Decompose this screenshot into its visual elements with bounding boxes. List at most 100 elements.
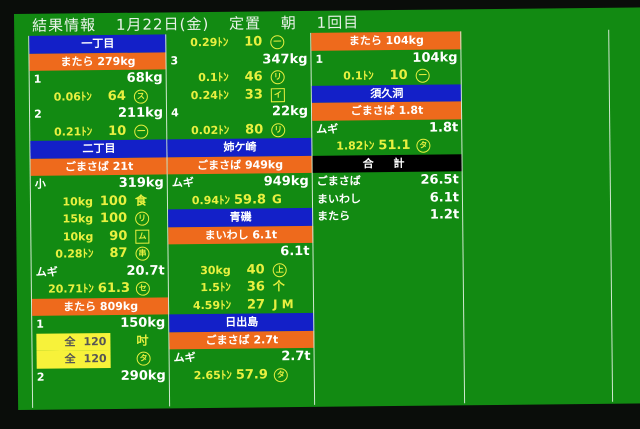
species-total: またら 104kg [311,31,462,51]
species-total: またら 279kg [29,51,167,71]
catch-item: 2 211kg [30,104,167,123]
item-label: ムギ [171,176,194,190]
catch-item: ムギ 2.7t [170,348,315,367]
buyer-mark: ム [135,229,150,244]
title-date: 1月22日(金) [115,14,210,34]
price-detail: 0.02ﾄﾝ 80 リ [167,120,312,139]
buyer-mark-icon: リ [270,68,285,86]
buyer-mark: 个 [272,279,285,294]
price-detail: 0.06ﾄﾝ 64 ス [30,87,167,106]
area-header: 須久洞 [311,83,462,103]
price-detail: 0.21ﾄﾝ 10 一 [30,122,167,141]
price-detail: 0.94ﾄﾝ 59.8 G [168,190,313,209]
detail-price: 36 [246,279,265,295]
detail-amount: 15kg [62,212,94,226]
buyer-mark-icon: 一 [415,67,430,85]
catch-item: 2 290kg [33,367,170,386]
species-total: ごまさば 949kg [167,155,313,175]
buyer-mark: J M [272,296,294,311]
item-weight: 211kg [117,105,164,121]
catch-item: ムギ 949kg [168,173,313,192]
column-1: 一丁目 またら 279kg 1 68kg 0.06ﾄﾝ 64 ス 2 211kg 0.21ﾄﾝ 10… [28,34,171,408]
area-header: 日出島 [169,312,315,332]
area-header: 二丁目 [30,139,168,159]
item-weight: 26.5t [420,172,459,188]
detail-price: 57.9 [235,366,268,383]
buyer-mark-icon: 上 [272,261,287,279]
detail-price: 61.3 [97,280,131,297]
detail-price: 40 [246,261,265,278]
detail-amount: 0.29ﾄﾝ [190,35,229,50]
detail-price: 80 [245,121,264,138]
price-detail: 0.1ﾄﾝ 46 リ [167,68,312,87]
item-weight: 104kg [412,49,458,66]
buyer-mark-icon: タ [136,350,151,368]
buyer-mark: 一 [134,124,149,139]
buyer-mark-icon: タ [273,366,288,384]
item-weight: 20.7t [126,262,165,279]
price-detail: 0.28ﾄﾝ 87 串 [31,244,168,263]
detail-amount: 10kg [62,229,94,244]
buyer-mark: 串 [135,246,150,261]
detail-amount: 10kg [62,194,94,209]
detail-amount: 0.94ﾄﾝ [191,193,231,207]
detail-price: 33 [244,86,263,103]
price-detail: 全 120 タ [33,349,170,369]
buyer-mark-icon: 吋 [136,332,148,351]
catch-item: 6.1t [168,243,313,262]
catch-item: 1 150kg [32,314,169,333]
buyer-mark-icon: ス [133,87,148,105]
item-label: 1 [315,52,324,66]
detail-amount: 0.28ﾄﾝ [55,247,94,261]
buyer-mark: イ [270,87,285,102]
price-detail: 0.24ﾄﾝ 33 イ [167,85,312,104]
area-header: 青磯 [168,207,314,227]
item-weight: 949kg [263,173,309,190]
column-5 [608,29,640,402]
buyer-mark: 吋 [136,333,149,348]
buyer-mark-icon: J M [273,296,294,315]
price-detail: 全 120 吋 [32,332,169,351]
buyer-mark-icon: 个 [273,278,285,297]
item-label: 2 [33,107,42,121]
price-detail: 1.82ﾄﾝ 51.1 タ [312,136,462,155]
detail-price: 100 [99,193,128,209]
column-4 [460,29,614,404]
species-total: まいわし 6.1t [168,225,314,245]
detail-amount: 2.65ﾄﾝ [193,368,232,382]
price-detail: 2.65ﾄﾝ 57.9 タ [170,365,315,384]
detail-price: 59.8 [233,191,267,208]
column-3: またら 104kg 1 104kg 0.1ﾄﾝ 10 一須久洞 ごまさば 1.8t ムギ 1.8… [310,31,466,405]
item-weight: 68kg [126,70,163,86]
detail-price: 10 [108,123,127,139]
detail-price: 120 [83,334,107,348]
buyer-mark-icon: タ [416,137,431,155]
detail-amount: 1.82ﾄﾝ [336,139,375,153]
buyer-mark: 上 [272,262,287,277]
catch-item: 小 319kg [31,174,168,193]
catch-item: またら 1.2t [313,206,463,225]
detail-price: 27 [246,296,266,313]
price-detail: 4.59ﾄﾝ 27 J M [169,295,314,314]
area-header: 姉ケ崎 [167,137,313,157]
buyer-mark: タ [136,351,151,366]
buyer-mark: タ [416,138,431,153]
item-weight: 22kg [271,103,309,120]
detail-price: 10 [244,34,263,50]
detail-amount: 1.5ﾄﾝ [200,280,231,295]
item-weight: 290kg [120,367,166,384]
buyer-mark-icon: 一 [134,122,149,140]
item-weight: 347kg [262,51,308,67]
buyer-mark-icon: 食 [135,192,147,211]
detail-price: 120 [83,352,107,366]
item-weight: 1.8t [428,119,459,136]
price-detail: 10kg 100 食 [31,192,168,211]
title-round: 1回目 [316,13,360,32]
buyer-mark: G [271,191,282,206]
detail-price: 10 [389,67,408,84]
price-detail: 15kg 100 リ [31,209,168,228]
catch-item: 4 22kg [167,103,312,122]
price-detail: 30kg 40 上 [169,260,314,279]
item-weight: 1.2t [429,207,460,223]
item-label: 1 [33,72,42,86]
